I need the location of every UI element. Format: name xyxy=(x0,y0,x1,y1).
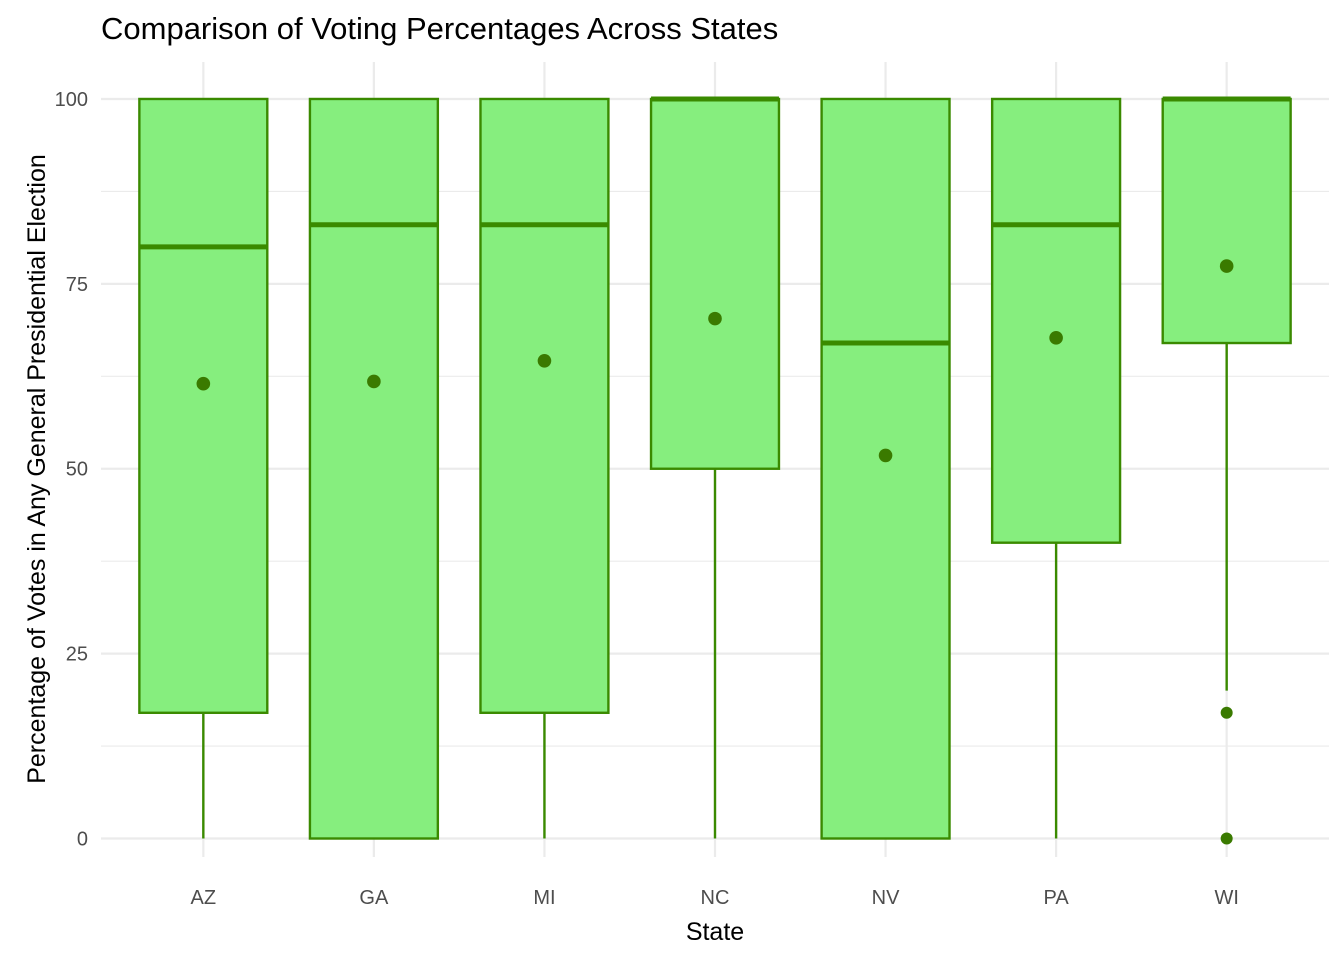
y-tick-label: 100 xyxy=(55,89,88,111)
chart-title: Comparison of Voting Percentages Across … xyxy=(101,11,778,46)
y-axis-title: Percentage of Votes in Any General Presi… xyxy=(23,154,51,784)
x-tick-label-wi: WI xyxy=(1214,887,1238,909)
box-pa xyxy=(990,97,1122,544)
y-tick-labels: 0 25 50 75 100 xyxy=(55,89,88,851)
x-tick-label-nv: NV xyxy=(872,887,900,909)
box-plots xyxy=(138,96,1292,845)
y-tick-label: 0 xyxy=(77,829,88,851)
mean-point-nc xyxy=(708,311,722,326)
y-tick-label: 75 xyxy=(66,274,88,296)
mean-point-ga xyxy=(367,374,381,389)
box-nc xyxy=(649,97,781,470)
y-tick-label: 25 xyxy=(66,644,88,666)
box-wi xyxy=(1161,97,1292,345)
mean-point-nv xyxy=(878,448,893,463)
box-ga xyxy=(308,97,440,840)
x-tick-label-az: AZ xyxy=(191,887,217,909)
box-az xyxy=(138,97,269,714)
x-tick-label-ga: GA xyxy=(359,887,389,909)
y-tick-label: 50 xyxy=(66,459,88,481)
box-nv xyxy=(820,97,951,840)
outlier-point-wi xyxy=(1220,832,1233,845)
x-tick-label-mi: MI xyxy=(533,887,555,909)
outlier-point-wi xyxy=(1220,706,1233,719)
mean-point-mi xyxy=(537,353,552,368)
mean-point-wi xyxy=(1219,259,1234,273)
box-mi xyxy=(479,97,610,714)
x-tick-label-pa: PA xyxy=(1044,887,1070,909)
x-tick-label-nc: NC xyxy=(701,887,730,909)
mean-point-az xyxy=(196,376,211,391)
x-tick-labels: AZ GA MI NC NV PA WI xyxy=(191,887,1239,909)
mean-point-pa xyxy=(1049,331,1063,345)
x-axis-title: State xyxy=(686,918,744,946)
